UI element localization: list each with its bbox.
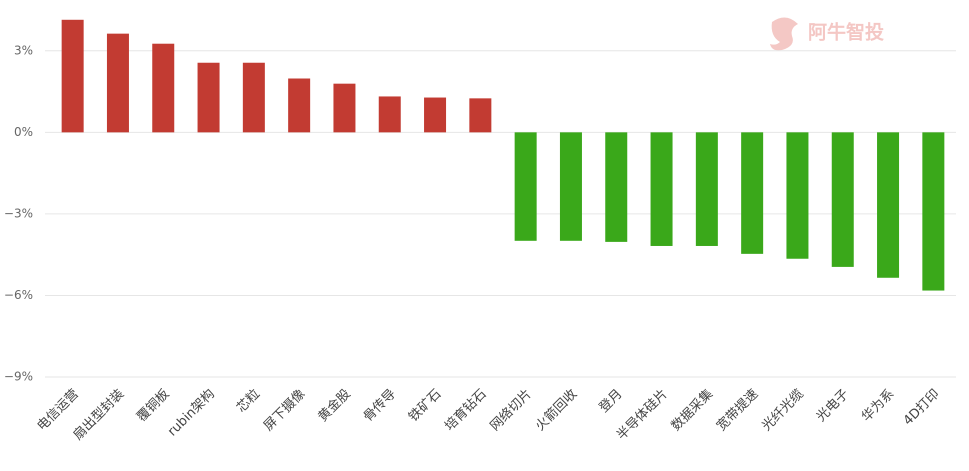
y-tick-label: −6% [4, 288, 33, 302]
bar [333, 83, 356, 133]
y-tick-label: −3% [4, 206, 33, 220]
x-tick-label: 黄金股 [315, 386, 354, 425]
bar [831, 132, 854, 267]
x-tick-label: 铁矿石 [406, 387, 444, 425]
x-tick-label: 电信运营 [35, 387, 82, 434]
x-tick-label: 登月 [597, 387, 626, 416]
watermark: 阿牛智投 [808, 21, 884, 44]
x-tick-label: 屏下摄像 [261, 387, 308, 434]
watermark-logo [770, 17, 798, 51]
bar [288, 78, 311, 133]
bar [106, 33, 129, 133]
bar [514, 132, 537, 241]
bar [424, 97, 447, 133]
bar [650, 132, 673, 246]
bar [922, 132, 945, 291]
x-tick-label: 华为系 [859, 387, 897, 425]
bar [559, 132, 582, 241]
bar [469, 98, 492, 133]
x-tick-label: 网络切片 [487, 386, 535, 434]
x-tick-label: 宽带提速 [713, 386, 761, 434]
bar [152, 43, 175, 133]
bar [61, 19, 84, 133]
bar [877, 132, 900, 278]
bar [197, 62, 220, 133]
x-tick-label: 培育钻石 [442, 386, 490, 434]
x-tick-label: 火箭回收 [532, 386, 580, 434]
x-tick-label: 覆铜板 [134, 387, 172, 425]
y-tick-label: 3% [14, 43, 33, 57]
x-tick-label: 数据采集 [668, 386, 716, 434]
y-tick-label: 0% [14, 125, 33, 139]
x-tick-label: 光纤光缆 [759, 386, 807, 434]
x-tick-label: 4D打印 [901, 387, 943, 429]
bar [741, 132, 764, 254]
bar [378, 96, 401, 133]
bar [605, 132, 628, 242]
bar [242, 62, 265, 133]
bar [786, 132, 809, 259]
x-tick-label: 光电子 [814, 387, 852, 425]
x-tick-label: 骨传导 [361, 387, 399, 425]
bar [695, 132, 718, 246]
x-tick-label: rubin架构 [165, 387, 218, 440]
y-tick-label: −9% [4, 370, 33, 384]
x-tick-label: 芯粒 [234, 387, 263, 416]
